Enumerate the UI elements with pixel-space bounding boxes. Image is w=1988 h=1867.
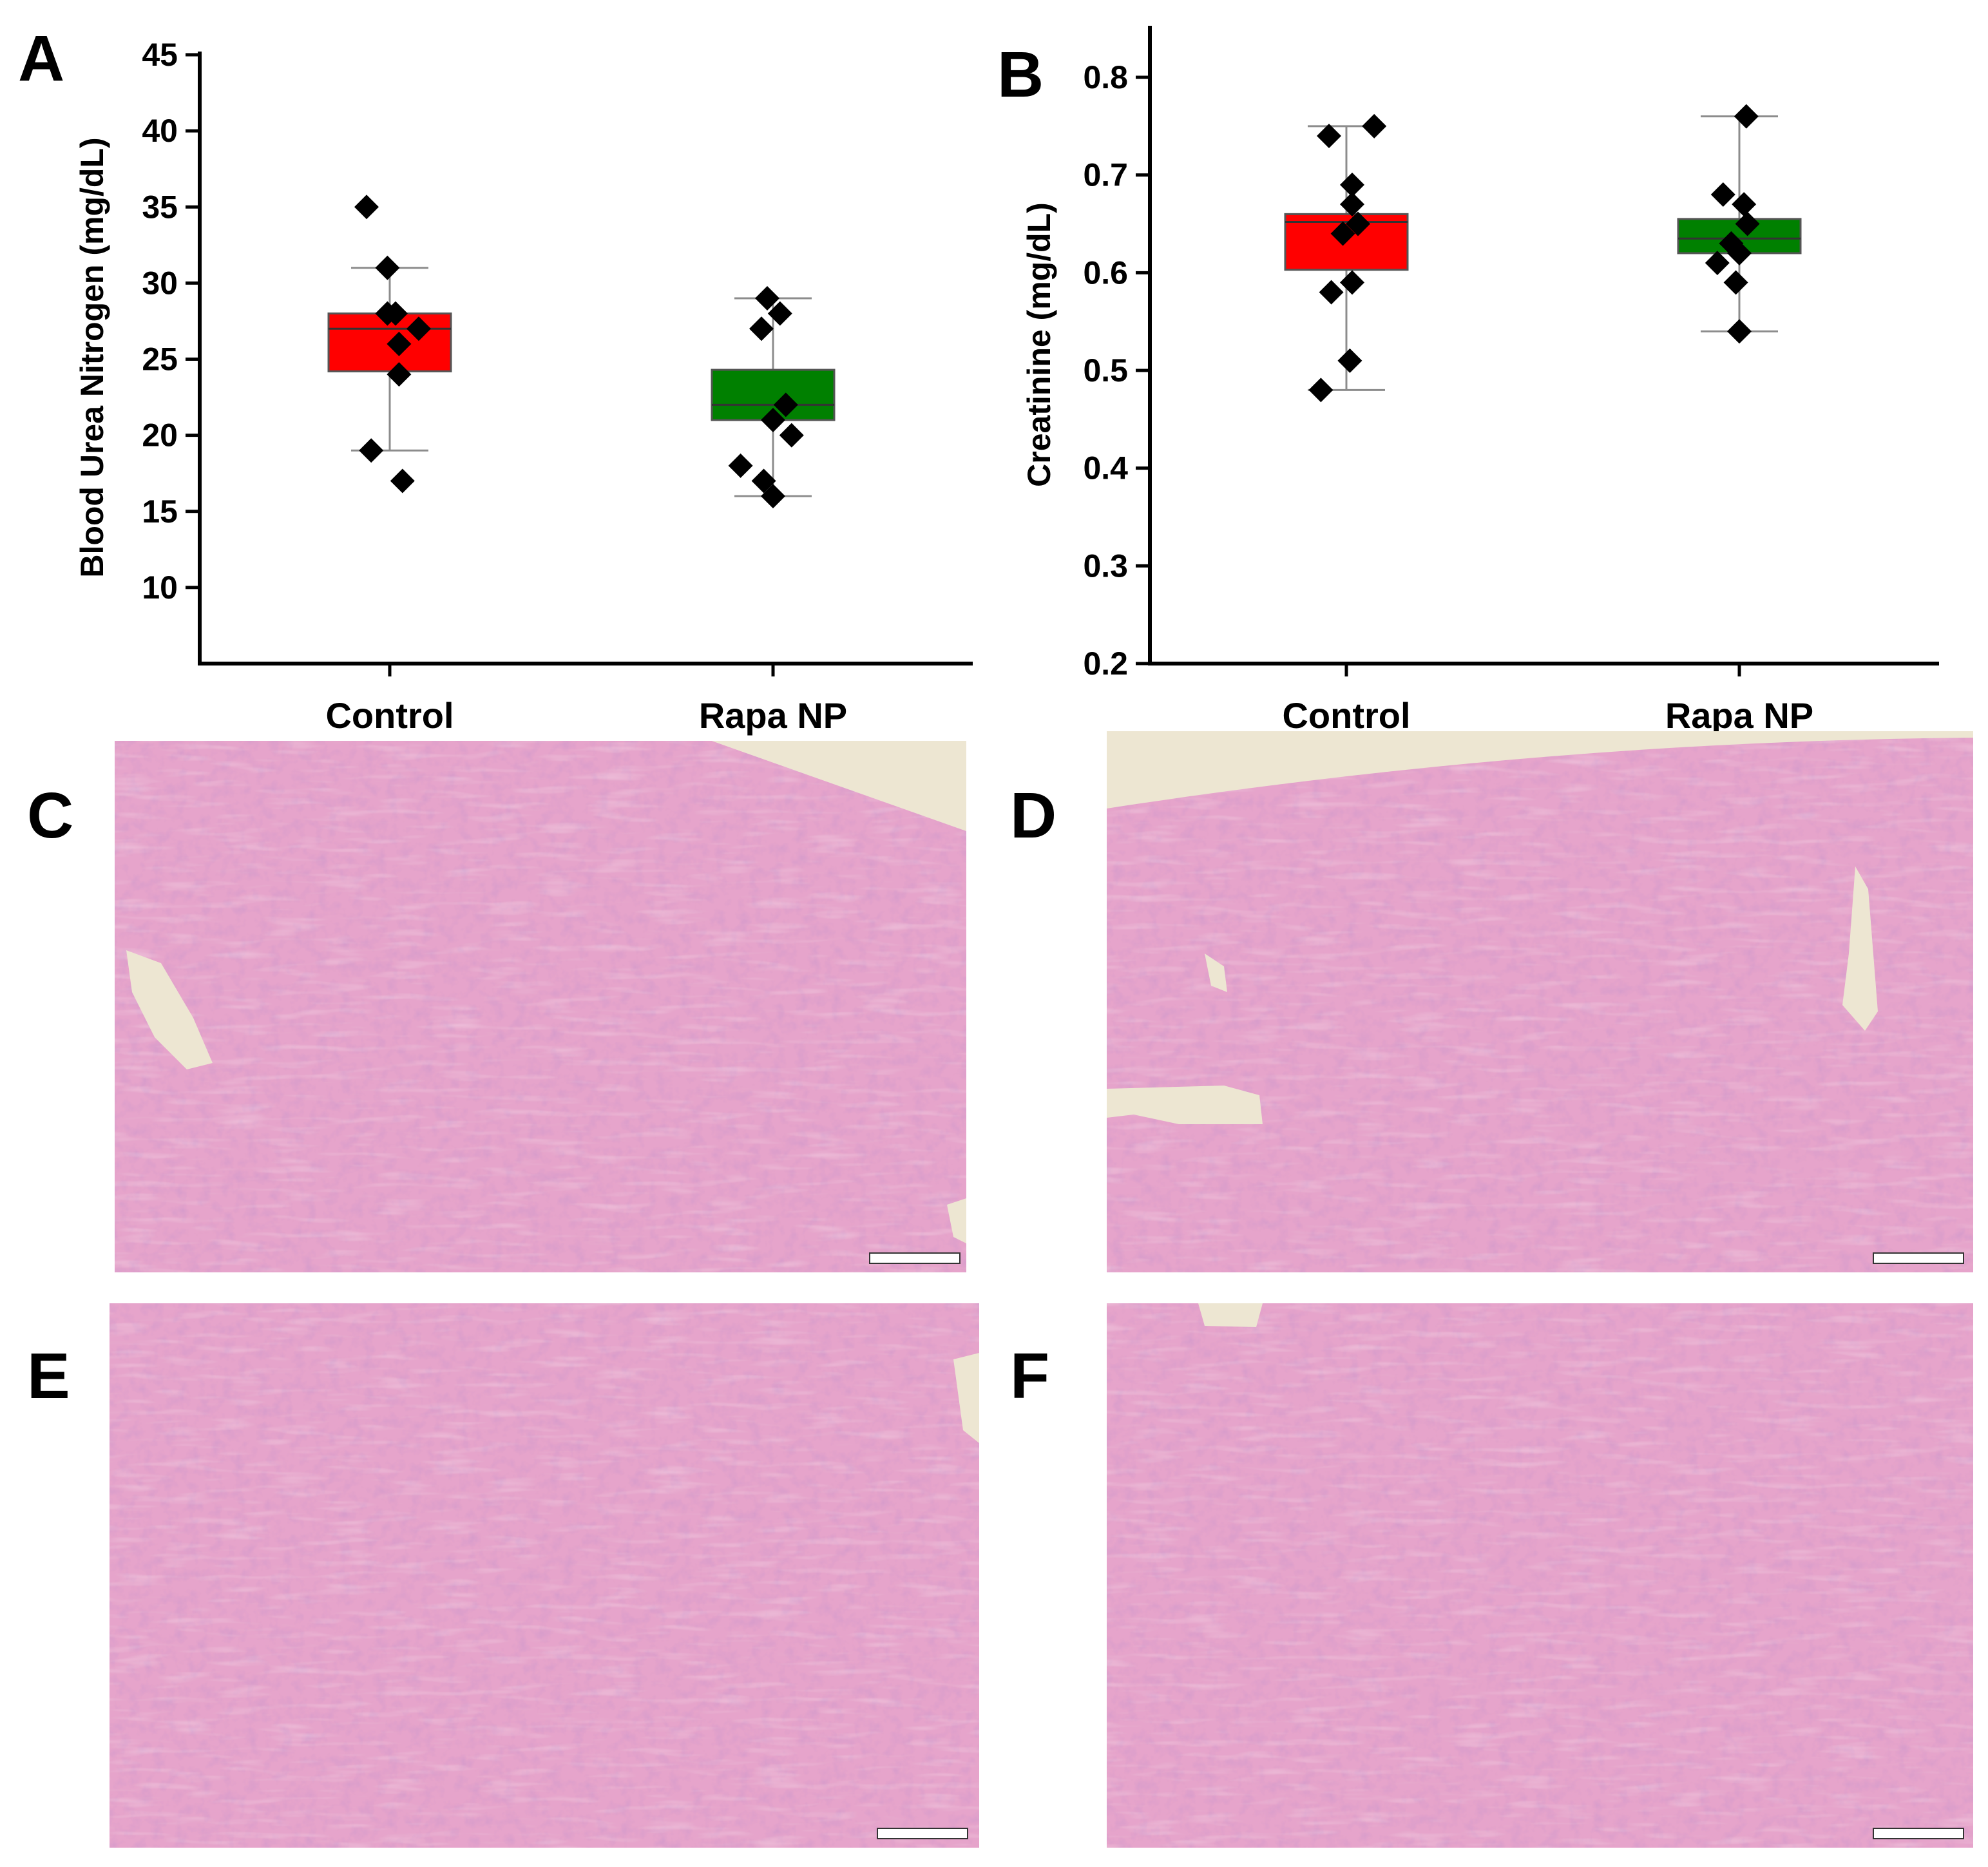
y-tick-label: 20 <box>142 417 178 454</box>
y-tick-label: 45 <box>142 37 178 73</box>
data-point <box>761 408 785 432</box>
x-category-label: Rapa NP <box>699 695 847 736</box>
data-point <box>406 316 431 341</box>
data-point <box>749 316 774 341</box>
box-series-control <box>1284 113 1409 403</box>
panel-letter-c: C <box>27 780 73 852</box>
y-tick-label: 0.7 <box>1083 157 1128 193</box>
micrograph-e <box>110 1303 979 1848</box>
data-point <box>383 301 408 326</box>
data-point <box>359 438 384 463</box>
data-point <box>767 301 792 326</box>
y-tick-label: 0.5 <box>1083 352 1128 388</box>
x-category-label: Rapa NP <box>1665 695 1813 736</box>
panel-letter-d: D <box>1010 780 1056 852</box>
y-tick-label: 30 <box>142 265 178 301</box>
scale-bar-e <box>877 1828 968 1839</box>
scale-bar-f <box>1873 1828 1964 1839</box>
micrograph-f <box>1107 1303 1973 1848</box>
chart-b-creatinine: 0.2 0.3 0.4 0.5 0.6 0.7 0.8 Control Rapa NP Creat… <box>1021 26 1939 736</box>
data-point <box>1330 221 1355 246</box>
y-tick-label: 0.8 <box>1083 59 1128 95</box>
micrograph-c <box>115 741 966 1272</box>
panel-letter-e: E <box>27 1340 70 1412</box>
data-point <box>387 331 412 356</box>
y-tick-label: 10 <box>142 570 178 606</box>
y-tick-label: 0.6 <box>1083 254 1128 291</box>
data-point <box>728 453 753 478</box>
scale-bar-c <box>869 1252 961 1264</box>
panel-letter-f: F <box>1010 1340 1049 1412</box>
panel-letter-b: B <box>997 39 1044 111</box>
data-point <box>1732 192 1757 217</box>
data-point <box>1340 172 1364 197</box>
y-tick-label: 0.4 <box>1083 450 1128 486</box>
data-point <box>1705 251 1730 276</box>
y-tick-label: 25 <box>142 341 178 378</box>
data-point <box>773 392 798 417</box>
micrograph-d <box>1107 731 1973 1272</box>
data-point <box>1735 211 1760 236</box>
data-point <box>1319 280 1344 305</box>
data-point <box>1362 113 1387 139</box>
data-point <box>1710 182 1735 207</box>
data-point <box>387 362 412 387</box>
x-category-label: Control <box>325 695 454 736</box>
box-series-rapa-np <box>711 286 836 509</box>
data-point <box>755 286 779 311</box>
y-tick-label: 40 <box>142 113 178 149</box>
box-series-control <box>327 195 452 493</box>
data-point <box>751 468 776 493</box>
data-point <box>1340 192 1364 217</box>
panel-letter-a: A <box>18 23 64 95</box>
data-point <box>375 255 400 280</box>
data-point <box>1734 104 1759 129</box>
scale-bar-d <box>1873 1252 1964 1264</box>
data-point <box>1723 270 1748 295</box>
x-category-label: Control <box>1282 695 1410 736</box>
data-point <box>390 468 415 493</box>
data-point <box>761 484 785 509</box>
y-tick-label: 35 <box>142 189 178 225</box>
data-point <box>1340 270 1364 295</box>
data-point <box>1337 348 1362 373</box>
data-point <box>354 195 379 220</box>
data-point <box>779 423 804 448</box>
y-tick-label: 15 <box>142 493 178 530</box>
y-tick-label: 0.3 <box>1083 548 1128 584</box>
data-point <box>1317 124 1341 148</box>
y-axis-title: Blood Urea Nitrogen (mg/dL) <box>74 137 110 577</box>
data-point <box>1308 378 1333 403</box>
y-axis-title: Creatinine (mg/dL) <box>1021 202 1057 487</box>
data-point <box>1727 241 1752 265</box>
data-point <box>1727 319 1752 344</box>
y-tick-label: 0.2 <box>1083 646 1128 682</box>
box-series-rapa-np <box>1677 104 1802 344</box>
chart-a-bun: 10 15 20 25 30 35 40 45 Control Rapa NP Blood Urea… <box>74 37 973 736</box>
data-point <box>1346 211 1370 236</box>
